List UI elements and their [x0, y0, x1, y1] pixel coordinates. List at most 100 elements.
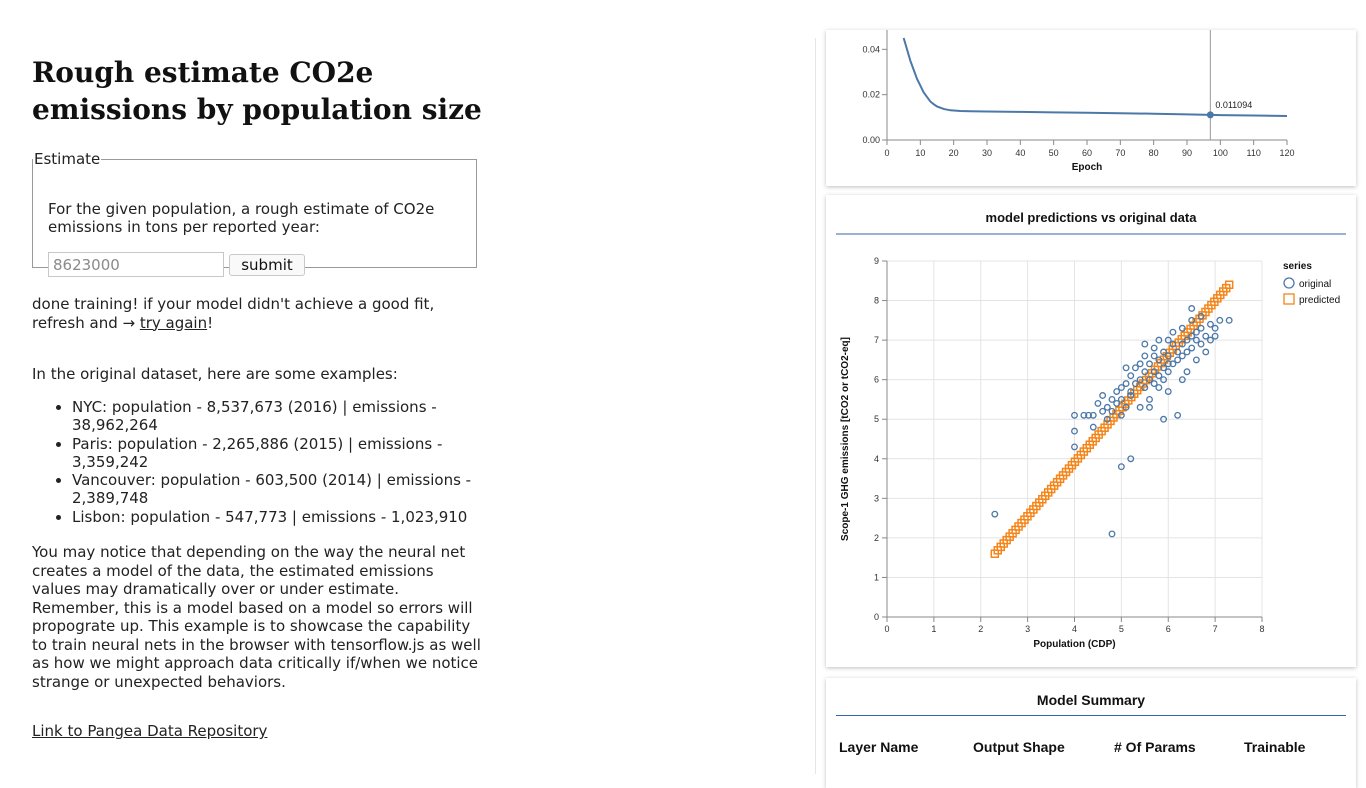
- original-point: [1155, 372, 1163, 380]
- x-tick-label: 6: [1166, 624, 1171, 634]
- original-point: [1188, 316, 1196, 324]
- original-point: [1174, 356, 1182, 364]
- original-point: [1117, 395, 1125, 403]
- x-tick-label: 80: [1149, 148, 1159, 158]
- original-point: [1164, 352, 1172, 360]
- original-point: [1099, 407, 1107, 415]
- column-header-output-shape: Output Shape: [973, 739, 1065, 755]
- list-item: Paris: population - 2,265,886 (2015) | e…: [72, 435, 512, 472]
- original-point: [1131, 364, 1139, 372]
- column-header-trainable: Trainable: [1244, 739, 1306, 755]
- original-point: [1136, 360, 1144, 368]
- original-point: [1117, 411, 1125, 419]
- original-point: [1174, 348, 1182, 356]
- original-point: [1183, 336, 1191, 344]
- original-point: [1089, 423, 1097, 431]
- legend-predicted-symbol: [1283, 293, 1295, 305]
- original-point: [1141, 368, 1149, 376]
- original-point: [1122, 403, 1130, 411]
- x-axis-title: Epoch: [1072, 162, 1103, 173]
- x-tick-label: 8: [1259, 624, 1264, 634]
- legend-predicted-label: predicted: [1299, 295, 1340, 306]
- original-point: [1174, 411, 1182, 419]
- original-point: [1155, 356, 1163, 364]
- original-point: [1127, 455, 1135, 463]
- original-point: [1197, 324, 1205, 332]
- original-point: [1071, 411, 1078, 419]
- original-point: [1178, 324, 1186, 332]
- original-point: [1202, 348, 1210, 356]
- original-point: [1160, 348, 1168, 356]
- x-tick-label: 10: [915, 148, 925, 158]
- original-point: [1089, 411, 1097, 419]
- original-point: [1150, 352, 1158, 360]
- original-point: [1197, 312, 1205, 320]
- predictions-chart: model predictions vs original data 0 1 2 3 4 5…: [836, 210, 1346, 650]
- model-summary-title: Model Summary: [1036, 692, 1146, 708]
- pangea-repository-link[interactable]: Link to Pangea Data Repository: [32, 722, 268, 740]
- original-point: [1122, 380, 1130, 388]
- original-point: [1108, 395, 1116, 403]
- original-point: [1141, 340, 1149, 348]
- original-point: [991, 510, 999, 518]
- original-point: [1225, 316, 1233, 324]
- x-tick-label: 2: [978, 624, 983, 634]
- loss-point: [1206, 111, 1214, 119]
- original-point: [1183, 368, 1191, 376]
- original-point: [1103, 415, 1111, 423]
- y-tick-label: 4: [874, 454, 879, 464]
- x-axis-title: Population (CDP): [1033, 639, 1115, 650]
- y-tick-label: 0.04: [862, 44, 880, 54]
- original-point: [1202, 332, 1210, 340]
- original-point: [1164, 360, 1172, 368]
- chart-title: model predictions vs original data: [986, 210, 1198, 225]
- original-point: [1127, 388, 1135, 395]
- examples-intro: In the original dataset, here are some e…: [32, 365, 398, 383]
- training-status-text: done training! if your model didn't achi…: [32, 295, 435, 332]
- original-point: [1150, 344, 1158, 352]
- original-point: [1183, 348, 1191, 356]
- original-point: [1103, 403, 1111, 411]
- original-point: [1155, 336, 1163, 344]
- legend-title: series: [1283, 261, 1312, 272]
- y-tick-label: 2: [874, 533, 879, 543]
- estimate-description: For the given population, a rough estima…: [48, 200, 435, 236]
- loss-line: [902, 37, 1287, 117]
- original-point: [1164, 388, 1172, 395]
- loss-chart: 0.00 0.02 0.04 0 10 20 30 40 50 60 70 80 90 100 110 120…: [862, 30, 1295, 173]
- original-point: [1094, 399, 1102, 407]
- y-axis-title: Scope-1 GHG emissions [tCO2 or tCO2-eq]: [840, 337, 851, 541]
- original-point: [1206, 320, 1214, 328]
- y-tick-label: 3: [874, 493, 879, 503]
- y-tick-label: 7: [874, 335, 879, 345]
- original-point: [1178, 340, 1186, 348]
- y-tick-label: 9: [874, 256, 879, 266]
- model-summary-rule: [836, 715, 1346, 716]
- original-point: [1164, 336, 1172, 344]
- original-point: [1150, 368, 1158, 376]
- original-point: [1146, 403, 1153, 411]
- estimate-legend: Estimate: [34, 150, 101, 168]
- original-point: [1150, 380, 1158, 388]
- original-point: [1192, 336, 1200, 344]
- population-input[interactable]: [48, 252, 224, 277]
- x-tick-label: 50: [1049, 148, 1059, 158]
- x-tick-label: 90: [1182, 148, 1192, 158]
- original-point: [1146, 360, 1153, 368]
- original-point: [1146, 395, 1153, 403]
- loss-chart-panel: 0.00 0.02 0.04 0 10 20 30 40 50 60 70 80 90 100 110 120…: [826, 30, 1356, 186]
- original-point: [1146, 376, 1153, 384]
- original-point: [1127, 392, 1135, 399]
- x-tick-label: 120: [1279, 148, 1294, 158]
- original-point: [1206, 336, 1214, 344]
- x-tick-label: 110: [1246, 148, 1260, 158]
- submit-button[interactable]: submit: [229, 254, 305, 276]
- list-item: Lisbon: population - 547,773 | emissions…: [72, 508, 512, 526]
- column-header-params: # Of Params: [1114, 739, 1196, 755]
- original-point: [1155, 384, 1163, 392]
- y-tick-label: 6: [874, 375, 879, 385]
- estimate-fieldset: Estimate For the given population, a rou…: [32, 150, 477, 277]
- loss-value-label: 0.011094: [1215, 100, 1252, 110]
- try-again-link[interactable]: try again: [139, 313, 208, 332]
- original-point: [1178, 376, 1186, 384]
